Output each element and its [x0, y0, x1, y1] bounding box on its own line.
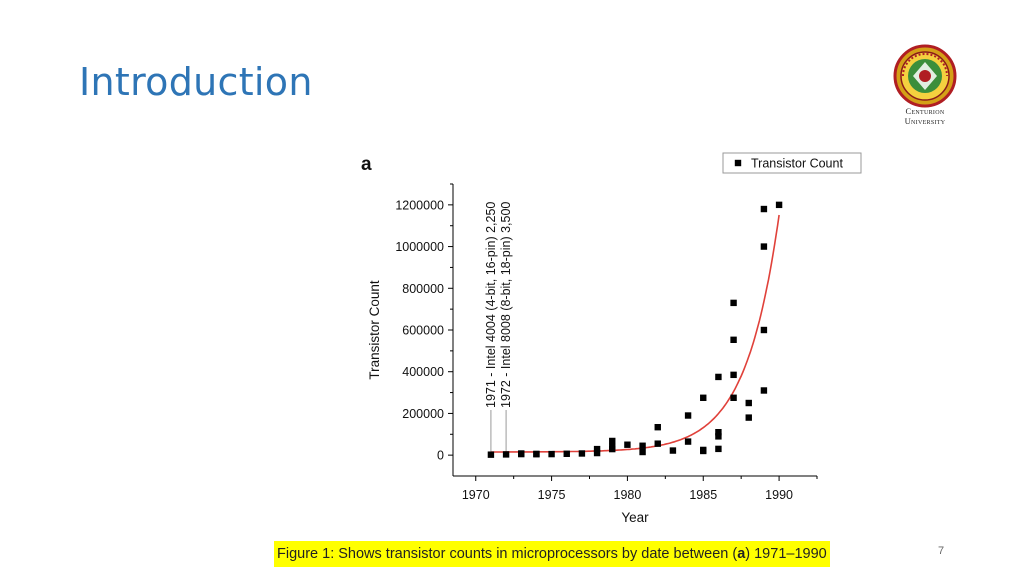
legend-box — [722, 152, 862, 174]
emblem-icon — [893, 44, 957, 108]
x-tick-label: 1975 — [538, 488, 566, 502]
y-tick-label: 0 — [437, 449, 444, 463]
data-point — [730, 299, 737, 307]
legend-marker — [734, 159, 742, 167]
caption-panel-label: a — [737, 546, 746, 562]
data-point — [654, 440, 661, 447]
legend-label: Transistor Count — [751, 157, 843, 171]
exponential-fit-line — [490, 214, 780, 453]
data-point — [700, 447, 707, 455]
data-point — [639, 448, 646, 456]
data-point — [760, 387, 768, 394]
data-point — [730, 394, 737, 401]
x-tick-label: 1985 — [689, 488, 717, 502]
annotation-label: 1972 - Intel 8008 (8-bit, 18-pin) 3,500 — [499, 202, 513, 408]
y-tick-label: 1000000 — [395, 240, 444, 254]
x-tick-label: 1990 — [765, 488, 793, 502]
data-point — [715, 433, 722, 440]
data-point — [715, 373, 722, 381]
data-point — [609, 445, 616, 453]
data-point — [669, 447, 677, 454]
data-point — [533, 450, 540, 458]
y-tick-label: 600000 — [402, 324, 444, 338]
data-point — [745, 414, 752, 421]
university-logo — [893, 44, 957, 130]
data-point — [730, 371, 737, 379]
data-point — [760, 243, 768, 250]
y-tick-label: 400000 — [402, 365, 444, 379]
caption-text-2: ) 1971–1990 — [745, 546, 827, 562]
logo-text-line2: University — [904, 116, 946, 126]
data-point — [684, 412, 692, 419]
figure-caption: Figure 1: Shows transistor counts in mic… — [274, 541, 830, 567]
caption-text-1: Figure 1: Shows transistor counts in mic… — [277, 546, 738, 562]
data-point — [745, 399, 752, 407]
y-tick-label: 1200000 — [395, 198, 444, 212]
annotation-label: 1971 - Intel 4004 (4-bit, 16-pin) 2,250 — [484, 202, 498, 408]
data-point — [715, 445, 722, 453]
panel-label: a — [361, 154, 372, 175]
data-point — [502, 451, 510, 458]
page-number: 7 — [938, 545, 945, 557]
y-tick-label: 800000 — [402, 282, 444, 296]
data-point — [578, 450, 586, 457]
data-point — [760, 205, 768, 213]
y-tick-label: 200000 — [402, 407, 444, 421]
data-point — [700, 394, 707, 401]
data-point — [518, 450, 525, 457]
data-point — [639, 442, 646, 449]
data-point — [609, 437, 616, 445]
data-point — [548, 450, 555, 458]
slide-title: Introduction — [79, 60, 313, 104]
data-point — [624, 441, 631, 448]
data-point — [715, 429, 722, 436]
x-tick-label: 1970 — [462, 488, 490, 502]
y-axis-title: Transistor Count — [367, 280, 382, 380]
data-point — [684, 438, 692, 445]
university-name: Centurion University — [886, 106, 964, 126]
data-point — [730, 336, 737, 344]
data-point — [775, 201, 783, 209]
data-point — [593, 449, 601, 457]
data-point — [563, 450, 570, 457]
x-axis-title: Year — [621, 510, 649, 525]
data-point — [654, 423, 661, 431]
data-point — [760, 326, 768, 334]
transistor-count-chart: 0 200000 400000 600000 800000 1000000 1200000 1… — [361, 152, 862, 525]
x-tick-label: 1980 — [614, 488, 642, 502]
data-point — [487, 451, 495, 458]
logo-text-line1: Centurion — [905, 106, 945, 116]
data-point — [593, 445, 601, 453]
